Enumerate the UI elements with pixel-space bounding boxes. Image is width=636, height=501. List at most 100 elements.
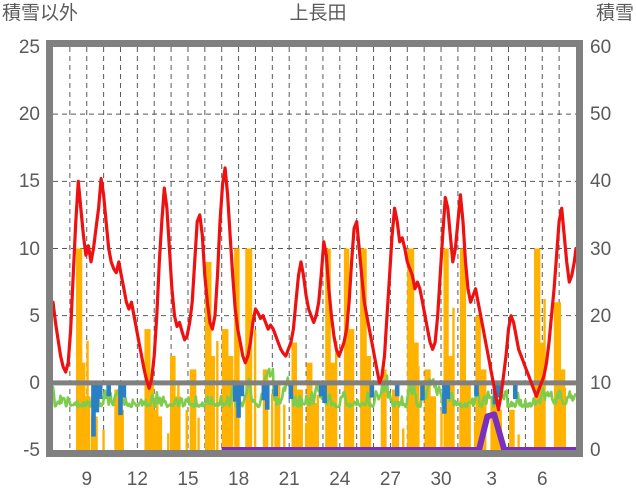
x-axis-tick-label: 18 [228,469,250,490]
blue-bar [261,382,267,401]
orange-bar [274,382,281,450]
orange-bar-thin [167,433,170,450]
orange-bar [424,369,431,450]
chart-svg [53,47,576,450]
orange-bar [306,362,313,450]
y-axis-right-tick-label: 0 [590,440,601,461]
y-axis-left-tick-label: -5 [23,440,40,461]
orange-bar [169,355,176,450]
y-axis-left-tick-label: 20 [18,104,40,126]
left-axis-title: 積雪以外 [2,3,79,24]
x-axis-tick-label: 21 [278,469,300,490]
x-axis-tick-label: 27 [379,469,401,490]
orange-bar [407,248,415,450]
orange-bar-thin [517,434,520,450]
y-axis-right-tick-label: 10 [590,372,612,394]
blue-bar [442,382,447,414]
y-axis-right-tick-label: 50 [590,104,612,126]
orange-bar [459,248,467,450]
blue-bar [121,382,127,398]
orange-bar [204,261,212,450]
orange-bar-thin [270,394,274,450]
x-axis-tick-label: 9 [81,469,93,490]
orange-bar-thin [283,404,286,450]
orange-bar [234,248,240,450]
x-axis-tick-label: 15 [177,469,199,490]
plot-canvas [53,47,576,450]
orange-bar [156,416,163,450]
orange-bar [348,329,355,450]
orange-bar [329,362,337,450]
orange-bar [83,396,91,450]
y-axis-right-tick-label: 20 [590,305,612,327]
blue-bar [496,382,501,398]
y-axis-right-tick-label: 40 [590,171,612,193]
plot-area [46,40,583,457]
x-axis-tick-label: 12 [126,469,148,490]
orange-bar [76,248,83,450]
orange-bar-thin [253,329,257,450]
orange-bar [189,369,197,450]
blue-bar [273,382,278,397]
blue-bar [232,382,238,402]
x-axis-tick-label: 24 [329,469,351,490]
y-axis-right-tick-label: 30 [590,238,612,260]
green-series-line [53,367,576,409]
orange-bar-thin [185,409,188,450]
purple-series-line [221,411,576,450]
orange-bar [221,329,229,450]
blue-bar [445,382,451,399]
orange-bar [295,389,303,450]
orange-bar-thin [216,340,219,450]
orange-bar [151,409,157,450]
x-axis-tick-label: 30 [430,469,452,490]
orange-bar [173,396,181,450]
orange-bar [553,302,562,450]
orange-bar-thin [86,340,89,450]
blue-bar [91,382,96,437]
right-axis-title: 積雪 [595,3,634,24]
orange-bar [447,355,455,450]
orange-bar [479,369,487,450]
y-axis-left-tick-label: 10 [18,238,40,260]
orange-bar-thin [102,429,105,450]
orange-bar-thin [402,428,405,450]
orange-bar-thin [304,423,308,450]
orange-bar [429,396,437,450]
orange-bar-thin [197,417,200,450]
blue-bar [106,382,111,397]
orange-bar [509,409,515,450]
blue-bar [420,382,425,401]
orange-bar [144,329,151,450]
chart-title: 上長田 [289,3,347,24]
orange-bar [443,248,449,450]
x-axis-tick-label: 6 [536,469,548,490]
orange-bar [380,369,387,450]
blue-bar [94,382,100,413]
y-axis-left-tick-label: 5 [29,305,40,327]
blue-bar [264,382,270,410]
blue-bar [236,382,241,418]
orange-bar-thin [473,422,477,450]
y-axis-right-tick-label: 60 [590,37,612,58]
blue-bar [394,382,400,397]
blue-bar [118,382,123,416]
y-axis-left-tick-label: 0 [29,372,40,394]
orange-bar [117,409,124,450]
blue-bar [322,382,327,403]
orange-bar [147,382,154,450]
blue-bar [97,382,103,399]
orange-bar [325,248,331,450]
orange-bar [559,369,566,450]
blue-bar [318,382,324,397]
orange-bar [343,248,350,450]
blue-bar-group [91,382,518,437]
y-axis-left-tick-label: 15 [18,171,40,193]
orange-bar [391,389,400,450]
orange-bar [534,248,541,450]
blue-bar [474,382,479,397]
orange-bar [490,396,497,450]
blue-bar [288,382,294,399]
orange-bar [360,248,367,450]
